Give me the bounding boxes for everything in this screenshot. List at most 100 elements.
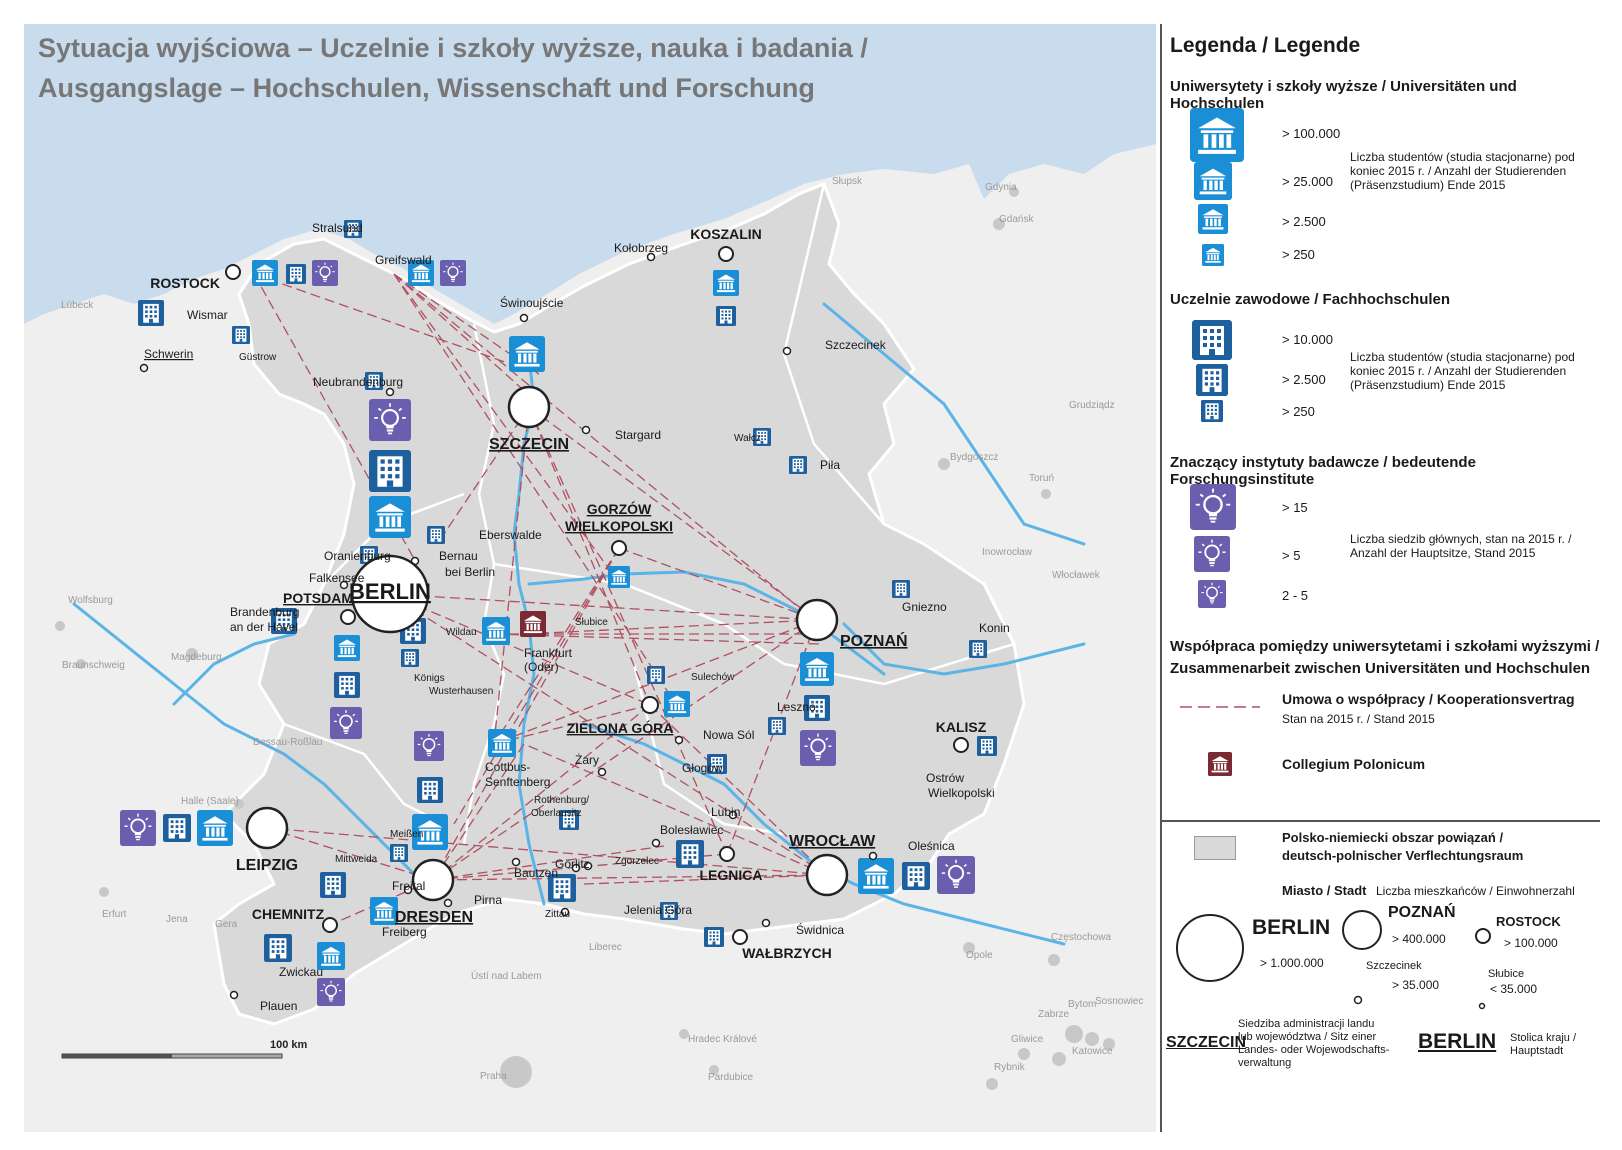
place-label: Frankfurt [524, 646, 573, 660]
place-label: Stralsund [312, 221, 363, 235]
place-label: Freiberg [382, 925, 427, 939]
fachhochschule-icon [232, 326, 250, 344]
place-label: Greifswald [375, 253, 432, 267]
place-label: Freital [392, 879, 425, 893]
city-label-zielona: ZIELONA GÓRA [567, 719, 674, 736]
city-example-rostock: ROSTOCK [1496, 914, 1561, 929]
place-label: Lubin [711, 805, 740, 819]
city-label-gorzow: GORZÓW [587, 500, 652, 517]
city-label-szczecin: SZCZECIN [489, 436, 569, 453]
research-icon-small [1198, 580, 1226, 608]
university-level-3: > 2.500 [1282, 214, 1326, 229]
place-label: Falkensee [309, 571, 365, 585]
city-label-poznan: POZNAŃ [840, 631, 908, 650]
outside-place-label: Magdeburg [171, 652, 222, 663]
research-level-3: 2 - 5 [1282, 588, 1309, 603]
fachhochschule-icon [334, 672, 360, 698]
university-icon-medium [1194, 162, 1232, 200]
university-icon [664, 691, 690, 717]
place-label: Oranienburg [324, 549, 391, 563]
place-label: Wielkopolski [928, 786, 995, 800]
city-value-berlin: > 1.000.000 [1260, 956, 1324, 970]
legend-divider [1160, 24, 1162, 1132]
map-title-line1: Sytuacja wyjściowa – Uczelnie i szkoły w… [38, 33, 868, 63]
city-label-dresden: DRESDEN [395, 909, 473, 926]
coop-line-label: Umowa o współpracy / Kooperationsvertrag [1282, 691, 1575, 707]
city-size-samples [1176, 910, 1491, 1010]
place-label: Bautzen [514, 866, 558, 880]
place-label: Wałcz [734, 433, 761, 444]
place-label: Zwickau [279, 965, 323, 979]
research-icon [330, 707, 362, 739]
university-icon-small [1198, 204, 1228, 234]
city-marker-gorzow [611, 540, 627, 556]
place-label: Gniezno [902, 600, 947, 614]
legend-research-heading: Znaczący instytuty badawcze / bedeutende… [1170, 454, 1476, 488]
outside-place-label: Liberec [589, 942, 622, 953]
place-label: Żary [575, 753, 599, 767]
legend-separator [1160, 820, 1600, 822]
city-marker-potsdam [340, 609, 356, 625]
place-label: Neubrandenburg [313, 375, 403, 389]
outside-place-label: Gdynia [985, 182, 1017, 193]
outside-place-label: Inowrocław [982, 547, 1033, 558]
place-label: Stargard [615, 428, 661, 442]
city-label-koszalin: KOSZALIN [690, 226, 762, 242]
area-swatch [1194, 836, 1236, 860]
university-level-4: > 250 [1282, 247, 1315, 262]
university-icon [370, 897, 398, 925]
university-icon-tiny [1202, 244, 1224, 266]
place-label: Mittweida [335, 854, 378, 865]
city-value-poznan: > 400.000 [1392, 932, 1446, 946]
fachhochschule-icon [768, 717, 786, 735]
outside-place-label: Braunschweig [62, 660, 125, 671]
legend: Legenda / Legende Uniwersytety i szkoły … [1160, 24, 1600, 1132]
place-label: Bernau [439, 549, 478, 563]
place-label: Königs [414, 673, 445, 684]
city-marker-walbrzych [732, 929, 748, 945]
university-icon [252, 260, 278, 286]
place-label: Zittau [545, 909, 570, 920]
city-label-leipzig: LEIPZIG [236, 857, 298, 874]
university-icon [197, 810, 233, 846]
place-label: Bolesławiec [660, 823, 723, 837]
place-label: Leszno [777, 700, 816, 714]
place-label: bei Berlin [445, 565, 495, 579]
place-label: Rothenburg/ [534, 795, 589, 806]
place-label: Ostrów [926, 771, 964, 785]
fachhochschule-icon-small [1201, 400, 1223, 422]
fh-level-2: > 2.500 [1282, 372, 1326, 387]
outside-place-label: Pardubice [708, 1072, 753, 1083]
place-label: Eberswalde [479, 528, 542, 542]
research-icon-large [1190, 484, 1236, 530]
research-icon [800, 730, 836, 766]
outside-place-label: Włocławek [1052, 570, 1101, 581]
research-icon [369, 399, 411, 441]
place-label: Pirna [474, 893, 502, 907]
place-label: Słubice [575, 617, 608, 628]
city-label-rostock: ROSTOCK [150, 275, 220, 291]
place-label: Oberlausitz [531, 808, 582, 819]
city-marker-zielona [641, 696, 659, 714]
capital-example: BERLIN [1418, 1030, 1497, 1053]
place-label: Senftenberg [485, 775, 550, 789]
city-marker-leipzig [245, 806, 289, 850]
city-example-szczecinek: Szczecinek [1366, 960, 1422, 972]
city-label-wroclaw: WROCŁAW [789, 833, 876, 850]
legend-fh-heading: Uczelnie zawodowe / Fachhochschulen [1170, 291, 1451, 308]
place-label: Oleśnica [908, 839, 955, 853]
place-label: WIELKOPOLSKI [565, 518, 673, 534]
place-label: Görlitz [555, 857, 590, 871]
place-label: Wildau [446, 627, 477, 638]
outside-place-label: Gdańsk [999, 214, 1034, 225]
outside-place-label: Bydgoszcz [950, 452, 998, 463]
legend-coop-heading-1: Współpraca pomiędzy uniwersytetami i szk… [1170, 638, 1600, 655]
university-note: Liczba studentów (studia stacjonarne) po… [1350, 150, 1575, 192]
town-dots [139, 252, 878, 1000]
place-label: Brandenburg [230, 605, 299, 619]
fachhochschule-icon [704, 927, 724, 947]
outside-place-label: Wolfsburg [68, 595, 113, 606]
place-label: Kołobrzeg [614, 241, 668, 255]
place-label: Konin [979, 621, 1010, 635]
research-icon [440, 260, 466, 286]
